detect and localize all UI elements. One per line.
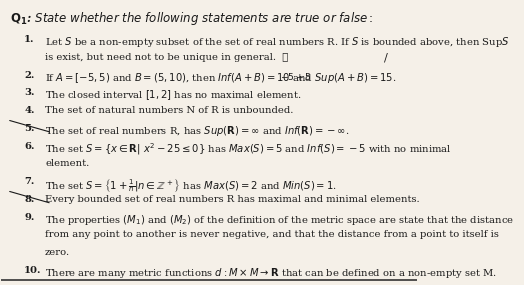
Text: There are many metric functions $d: M \times M \to \mathbf{R}$ that can be defin: There are many metric functions $d: M \t… (45, 266, 497, 280)
Text: The set of real numbers R, has $Sup(\mathbf{R}) = \infty$ and $Inf(\mathbf{R}) =: The set of real numbers R, has $Sup(\mat… (45, 124, 350, 138)
Text: 1.: 1. (24, 35, 35, 44)
Text: Every bounded set of real numbers R has maximal and minimal elements.: Every bounded set of real numbers R has … (45, 195, 420, 204)
Text: 3.: 3. (24, 88, 35, 97)
Text: element.: element. (45, 159, 89, 168)
Text: 6.: 6. (24, 142, 35, 151)
Text: from any point to another is never negative, and that the distance from a point : from any point to another is never negat… (45, 230, 499, 239)
Text: The set $S = \left\{1 + \frac{1}{n}|n \in \mathbb{Z}^+\right\}$ has $Max(S) = 2$: The set $S = \left\{1 + \frac{1}{n}|n \i… (45, 177, 337, 194)
Text: The properties $(M_1)$ and $(M_2)$ of the definition of the metric space are sta: The properties $(M_1)$ and $(M_2)$ of th… (45, 213, 514, 227)
Text: 10.: 10. (24, 266, 42, 275)
Text: $\mathbf{Q_1}$: $\mathit{State\ whether\ the\ following\ statements\ are\ true\ : $\mathbf{Q_1}$: $\mathit{State\ whether\… (10, 10, 373, 27)
Text: 8.: 8. (24, 195, 35, 204)
Text: 5.: 5. (24, 124, 35, 133)
Text: 7.: 7. (24, 177, 35, 186)
Text: 4.: 4. (24, 106, 35, 115)
Text: The set of natural numbers N of R is unbounded.: The set of natural numbers N of R is unb… (45, 106, 293, 115)
Text: zero.: zero. (45, 248, 70, 257)
Text: is exist, but need not to be unique in general.  ✓: is exist, but need not to be unique in g… (45, 53, 288, 62)
Text: /: / (384, 53, 388, 63)
Text: The closed interval $[1,2]$ has no maximal element.: The closed interval $[1,2]$ has no maxim… (45, 88, 301, 102)
Text: If $A = [-5, 5)$ and $B = (5,10)$, then $Inf(A + B) = 10$ and $Sup(A + B) = 15$.: If $A = [-5, 5)$ and $B = (5,10)$, then … (45, 71, 397, 85)
Text: 9.: 9. (24, 213, 35, 222)
Text: The set $S = \{x \in \mathbf{R}|\ x^2 - 25 \leq 0\}$ has $Max(S) = 5$ and $Inf(S: The set $S = \{x \in \mathbf{R}|\ x^2 - … (45, 142, 452, 157)
Text: 2.: 2. (24, 71, 35, 80)
Text: $-5+5$: $-5+5$ (280, 71, 312, 82)
Text: Let $S$ be a non-empty subset of the set of real numbers R. If $S$ is bounded ab: Let $S$ be a non-empty subset of the set… (45, 35, 509, 49)
